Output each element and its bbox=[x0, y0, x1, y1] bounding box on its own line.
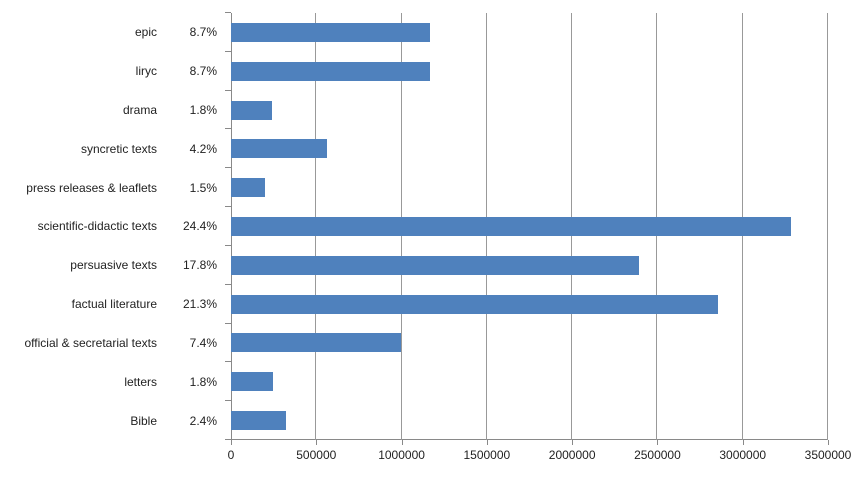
y-axis-tick bbox=[225, 361, 231, 363]
percent-label: 8.7% bbox=[189, 25, 217, 40]
x-axis-tick bbox=[486, 440, 488, 445]
chart-row: liryc 8.7% bbox=[0, 52, 828, 91]
x-tick-label: 2000000 bbox=[548, 448, 596, 462]
x-tick-label: 1500000 bbox=[463, 448, 511, 462]
x-axis-line bbox=[225, 439, 828, 440]
chart-row: epic 8.7% bbox=[0, 13, 828, 52]
chart-row: syncretic texts 4.2% bbox=[0, 129, 828, 168]
category-label: Bible bbox=[130, 413, 157, 428]
y-axis-tick bbox=[225, 50, 231, 52]
percent-label: 1.8% bbox=[189, 374, 217, 389]
bar-track bbox=[231, 61, 828, 81]
bar bbox=[231, 100, 272, 120]
y-axis-tick bbox=[225, 283, 231, 285]
x-tick-label: 0 bbox=[227, 448, 235, 462]
bar-track bbox=[231, 333, 828, 353]
bar bbox=[231, 255, 639, 275]
category-label: syncretic texts bbox=[80, 141, 157, 156]
x-axis-tick bbox=[401, 440, 403, 445]
y-axis-tick bbox=[225, 322, 231, 324]
x-tick-label: 1000000 bbox=[378, 448, 425, 462]
bar-track bbox=[231, 411, 828, 431]
category-label: liryc bbox=[135, 64, 157, 79]
category-label: letters bbox=[124, 374, 157, 389]
x-axis-tick bbox=[316, 440, 318, 445]
x-tick-label: 3500000 bbox=[804, 448, 852, 462]
bar-track bbox=[231, 178, 828, 198]
percent-label: 1.8% bbox=[189, 103, 217, 118]
chart-row: scientific-didactic texts 24.4% bbox=[0, 207, 828, 246]
category-label: persuasive texts bbox=[70, 258, 157, 273]
percent-label: 17.8% bbox=[182, 258, 217, 273]
percent-label: 1.5% bbox=[189, 180, 217, 195]
bar bbox=[231, 139, 328, 159]
chart-row: drama 1.8% bbox=[0, 91, 828, 130]
chart-row: press releases & leaflets 1.5% bbox=[0, 168, 828, 207]
chart-row: letters 1.8% bbox=[0, 362, 828, 401]
y-axis-tick bbox=[225, 12, 231, 13]
y-axis-tick bbox=[225, 89, 231, 91]
y-axis-tick bbox=[225, 439, 231, 440]
percent-label: 2.4% bbox=[189, 413, 217, 428]
percent-label: 7.4% bbox=[189, 335, 217, 350]
bar-track bbox=[231, 255, 828, 275]
y-axis-tick bbox=[225, 128, 231, 130]
percent-label: 8.7% bbox=[189, 64, 217, 79]
chart-row: Bible 2.4% bbox=[0, 401, 828, 440]
y-axis-tick bbox=[225, 167, 231, 169]
x-axis-labels: 0 500000 1000000 1500000 2000000 2500000 30000… bbox=[0, 448, 866, 464]
bar bbox=[231, 411, 287, 431]
bar-track bbox=[231, 22, 828, 42]
percent-label: 4.2% bbox=[189, 141, 217, 156]
x-axis-tick bbox=[231, 440, 232, 445]
x-axis-tick bbox=[828, 440, 829, 445]
chart-row: official & secretarial texts 7.4% bbox=[0, 324, 828, 363]
category-label: press releases & leaflets bbox=[26, 180, 157, 195]
chart-row: persuasive texts 17.8% bbox=[0, 246, 828, 285]
bar bbox=[231, 294, 718, 314]
category-label: scientific-didactic texts bbox=[37, 219, 157, 234]
bar bbox=[231, 372, 273, 392]
y-axis-tick bbox=[225, 244, 231, 246]
bar-track bbox=[231, 100, 828, 120]
bar-track bbox=[231, 294, 828, 314]
percent-label: 21.3% bbox=[182, 297, 217, 312]
bar-track bbox=[231, 372, 828, 392]
chart-row: factual literature 21.3% bbox=[0, 285, 828, 324]
category-label: factual literature bbox=[71, 297, 157, 312]
y-axis-tick bbox=[225, 206, 231, 208]
chart-rows: epic 8.7% liryc 8.7% drama 1.8% syncreti… bbox=[0, 13, 828, 440]
bar-track bbox=[231, 216, 828, 236]
x-tick-label: 500000 bbox=[296, 448, 337, 462]
x-tick-label: 2500000 bbox=[634, 448, 681, 462]
category-label: drama bbox=[122, 103, 157, 118]
bar bbox=[231, 61, 430, 81]
bar bbox=[231, 333, 401, 353]
x-tick-label: 3000000 bbox=[719, 448, 767, 462]
y-axis-tick bbox=[225, 400, 231, 402]
x-axis-tick bbox=[742, 440, 744, 445]
gridline bbox=[827, 13, 828, 440]
bar bbox=[231, 22, 430, 42]
x-axis-tick bbox=[657, 440, 659, 445]
bar-track bbox=[231, 139, 828, 159]
x-axis-tick bbox=[572, 440, 574, 445]
category-label: official & secretarial texts bbox=[24, 335, 158, 350]
bar bbox=[231, 216, 792, 236]
bar bbox=[231, 178, 266, 198]
percent-label: 24.4% bbox=[182, 219, 217, 234]
category-label: epic bbox=[134, 25, 157, 40]
